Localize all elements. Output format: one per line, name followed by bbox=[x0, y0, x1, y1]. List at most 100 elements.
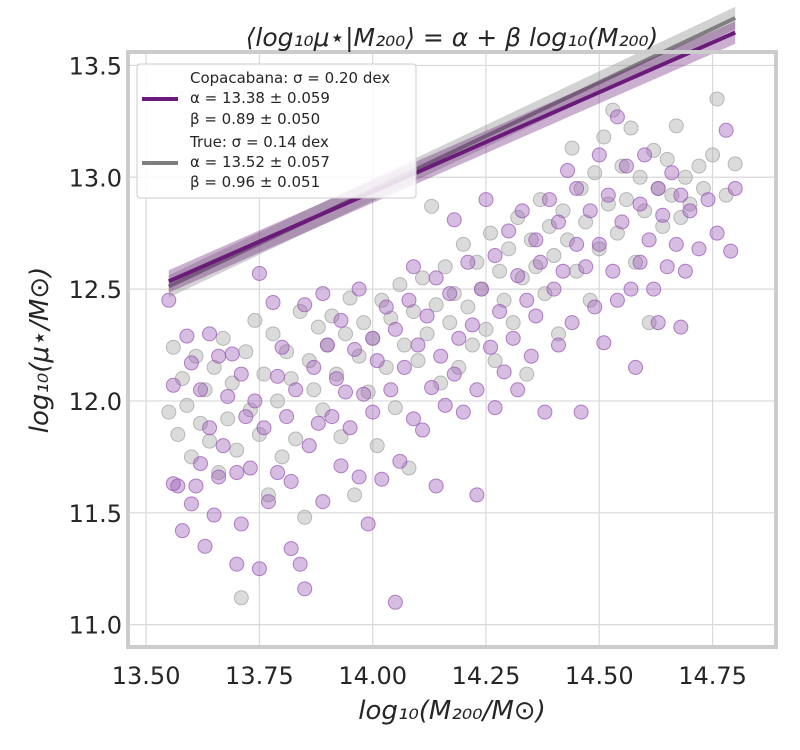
copacabana-point bbox=[524, 349, 538, 363]
copacabana-point bbox=[438, 398, 452, 412]
true-point bbox=[438, 260, 452, 274]
copacabana-point bbox=[425, 381, 439, 395]
copacabana-point bbox=[339, 385, 353, 399]
copacabana-point bbox=[610, 110, 624, 124]
true-point bbox=[411, 354, 425, 368]
true-point bbox=[397, 338, 411, 352]
true-point bbox=[357, 316, 371, 330]
copacabana-point bbox=[370, 354, 384, 368]
copacabana-point bbox=[511, 383, 525, 397]
true-point bbox=[443, 316, 457, 330]
copacabana-point bbox=[434, 349, 448, 363]
copacabana-point bbox=[379, 300, 393, 314]
copacabana-point bbox=[520, 293, 534, 307]
copacabana-point bbox=[633, 255, 647, 269]
copacabana-point bbox=[393, 454, 407, 468]
copacabana-point bbox=[515, 204, 529, 218]
true-point bbox=[289, 432, 303, 446]
true-point bbox=[678, 170, 692, 184]
copacabana-point bbox=[334, 459, 348, 473]
copacabana-point bbox=[615, 215, 629, 229]
true-point bbox=[307, 383, 321, 397]
copacabana-point bbox=[465, 318, 479, 332]
legend-true-line2: α = 13.52 ± 0.057 bbox=[190, 153, 330, 171]
copacabana-point bbox=[420, 309, 434, 323]
true-point bbox=[257, 367, 271, 381]
copacabana-point bbox=[234, 517, 248, 531]
copacabana-point bbox=[429, 271, 443, 285]
copacabana-point bbox=[511, 269, 525, 283]
copacabana-point bbox=[493, 304, 507, 318]
copacabana-point bbox=[529, 233, 543, 247]
y-tick-label: 13.0 bbox=[69, 164, 122, 192]
copacabana-point bbox=[406, 260, 420, 274]
copacabana-point bbox=[207, 508, 221, 522]
true-point bbox=[216, 331, 230, 345]
copacabana-point bbox=[352, 282, 366, 296]
copacabana-point bbox=[678, 264, 692, 278]
copacabana-point bbox=[579, 260, 593, 274]
copacabana-point bbox=[298, 298, 312, 312]
true-point bbox=[203, 434, 217, 448]
copacabana-point bbox=[570, 237, 584, 251]
copacabana-point bbox=[248, 394, 262, 408]
copacabana-point bbox=[280, 410, 294, 424]
copacabana-point bbox=[225, 347, 239, 361]
copacabana-point bbox=[175, 524, 189, 538]
x-tick-label: 14.50 bbox=[565, 662, 634, 690]
copacabana-point bbox=[302, 439, 316, 453]
copacabana-point bbox=[597, 336, 611, 350]
copacabana-point bbox=[171, 479, 185, 493]
true-point bbox=[370, 439, 384, 453]
true-point bbox=[416, 271, 430, 285]
copacabana-point bbox=[252, 266, 266, 280]
x-tick-label: 14.75 bbox=[678, 662, 747, 690]
copacabana-point bbox=[311, 416, 325, 430]
true-point bbox=[234, 591, 248, 605]
true-point bbox=[429, 298, 443, 312]
copacabana-point bbox=[252, 562, 266, 576]
true-point bbox=[669, 119, 683, 133]
true-point bbox=[692, 159, 706, 173]
y-tick-label: 11.5 bbox=[69, 500, 122, 528]
copacabana-point bbox=[683, 204, 697, 218]
legend-true-line3: β = 0.96 ± 0.051 bbox=[190, 173, 320, 191]
copacabana-point bbox=[624, 282, 638, 296]
copacabana-point bbox=[402, 293, 416, 307]
copacabana-point bbox=[506, 331, 520, 345]
true-point bbox=[271, 394, 285, 408]
copacabana-point bbox=[194, 383, 208, 397]
copacabana-point bbox=[447, 213, 461, 227]
true-point bbox=[565, 141, 579, 155]
true-point bbox=[506, 316, 520, 330]
copacabana-point bbox=[638, 148, 652, 162]
copacabana-point bbox=[588, 300, 602, 314]
copacabana-point bbox=[180, 329, 194, 343]
copacabana-point bbox=[266, 296, 280, 310]
copacabana-point bbox=[243, 461, 257, 475]
copacabana-point bbox=[234, 367, 248, 381]
copacabana-point bbox=[538, 405, 552, 419]
copacabana-point bbox=[298, 582, 312, 596]
copacabana-point bbox=[728, 181, 742, 195]
copacabana-point bbox=[533, 255, 547, 269]
true-point bbox=[393, 278, 407, 292]
true-point bbox=[502, 242, 516, 256]
copacabana-point bbox=[565, 316, 579, 330]
copacabana-point bbox=[361, 517, 375, 531]
y-axis-label: log₁₀(μ⋆/M⊙) bbox=[25, 267, 55, 434]
copacabana-point bbox=[429, 479, 443, 493]
true-point bbox=[266, 327, 280, 341]
legend-true-line1: True: σ = 0.14 dex bbox=[189, 133, 329, 151]
copacabana-point bbox=[601, 188, 615, 202]
copacabana-point bbox=[710, 226, 724, 240]
copacabana-point bbox=[184, 356, 198, 370]
copacabana-point bbox=[701, 193, 715, 207]
copacabana-point bbox=[194, 457, 208, 471]
true-point bbox=[425, 199, 439, 213]
copacabana-point bbox=[388, 322, 402, 336]
copacabana-point bbox=[366, 405, 380, 419]
copacabana-point bbox=[443, 287, 457, 301]
copacabana-point bbox=[529, 309, 543, 323]
copacabana-point bbox=[724, 244, 738, 258]
